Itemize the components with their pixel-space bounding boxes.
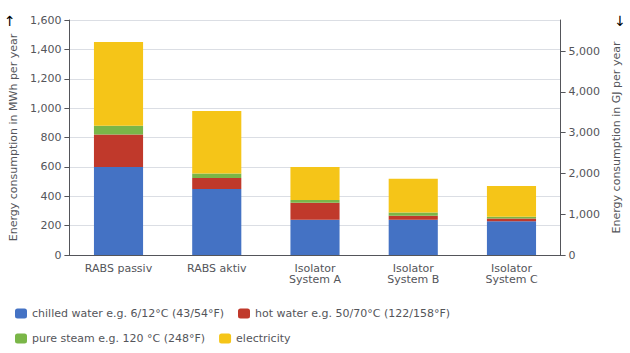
svg-text:↑: ↑ xyxy=(4,13,16,29)
svg-text:RABS aktiv: RABS aktiv xyxy=(187,262,247,275)
svg-text:1,000: 1,000 xyxy=(30,102,62,115)
svg-text:pure steam e.g. 120 °C (248°F): pure steam e.g. 120 °C (248°F) xyxy=(32,332,205,345)
svg-text:System A: System A xyxy=(289,273,342,286)
svg-text:1,600: 1,600 xyxy=(30,14,62,27)
svg-text:electricity: electricity xyxy=(236,332,291,345)
svg-text:Isolator: Isolator xyxy=(294,262,336,275)
svg-text:chilled water e.g. 6/12°C (43/: chilled water e.g. 6/12°C (43/54°F) xyxy=(32,307,224,320)
svg-text:1,200: 1,200 xyxy=(30,72,62,85)
svg-text:1,400: 1,400 xyxy=(30,43,62,56)
svg-text:3,000: 3,000 xyxy=(569,126,601,139)
svg-text:4,000: 4,000 xyxy=(569,85,601,98)
svg-text:800: 800 xyxy=(40,131,61,144)
svg-text:RABS passiv: RABS passiv xyxy=(85,262,153,275)
svg-text:2,000: 2,000 xyxy=(569,167,601,180)
svg-text:5,000: 5,000 xyxy=(569,45,601,58)
svg-text:200: 200 xyxy=(40,219,61,232)
svg-text:Energy consumption in MWh per: Energy consumption in MWh per year xyxy=(7,33,20,241)
svg-text:0: 0 xyxy=(569,249,576,262)
svg-text:600: 600 xyxy=(40,160,61,173)
svg-text:Isolator: Isolator xyxy=(490,262,532,275)
svg-text:0: 0 xyxy=(54,249,61,262)
svg-text:1,000: 1,000 xyxy=(569,208,601,221)
svg-text:400: 400 xyxy=(40,190,61,203)
svg-text:↓: ↓ xyxy=(614,13,626,29)
svg-text:hot water e.g. 50/70°C (122/15: hot water e.g. 50/70°C (122/158°F) xyxy=(255,307,450,320)
svg-text:Isolator: Isolator xyxy=(392,262,434,275)
svg-text:System B: System B xyxy=(387,273,439,286)
svg-text:Energy consumption in GJ per y: Energy consumption in GJ per year xyxy=(610,41,623,233)
svg-text:System C: System C xyxy=(485,273,538,286)
